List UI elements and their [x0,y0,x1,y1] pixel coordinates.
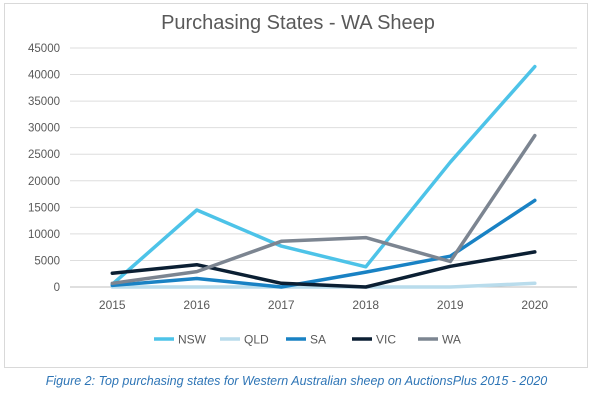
y-tick-label: 5000 [34,255,60,267]
y-tick-label: 15000 [28,202,60,214]
y-tick-label: 20000 [28,176,60,188]
line-chart: Purchasing States - WA Sheep 45000 40000 3… [28,12,577,347]
y-tick-label: 45000 [28,43,60,55]
x-tick-label: 2015 [99,298,126,312]
y-tick-label: 25000 [28,149,60,161]
legend-label-nsw: NSW [178,333,207,347]
x-tick-label: 2016 [183,298,210,312]
legend-label-vic: VIC [376,333,396,347]
x-tick-label: 2019 [437,298,464,312]
x-tick-label: 2018 [352,298,379,312]
legend-label-sa: SA [310,333,326,347]
chart-frame: Purchasing States - WA Sheep 45000 40000 3… [4,3,588,368]
y-tick-label: 0 [54,282,60,294]
chart-title: Purchasing States - WA Sheep [161,12,435,34]
series-line-vic [110,250,537,289]
y-tick-label: 10000 [28,229,60,241]
legend-label-wa: WA [442,333,461,347]
series-line-nsw [110,64,537,287]
series-line-wa [110,133,537,286]
y-tick-label: 35000 [28,96,60,108]
series-line-qld [110,281,537,289]
y-tick-label: 40000 [28,70,60,82]
y-tick-label: 30000 [28,123,60,135]
figure-caption: Figure 2: Top purchasing states for West… [45,374,548,388]
x-tick-label: 2017 [268,298,295,312]
legend-label-qld: QLD [244,333,269,347]
x-tick-label: 2020 [521,298,548,312]
series-line-sa [110,198,537,289]
